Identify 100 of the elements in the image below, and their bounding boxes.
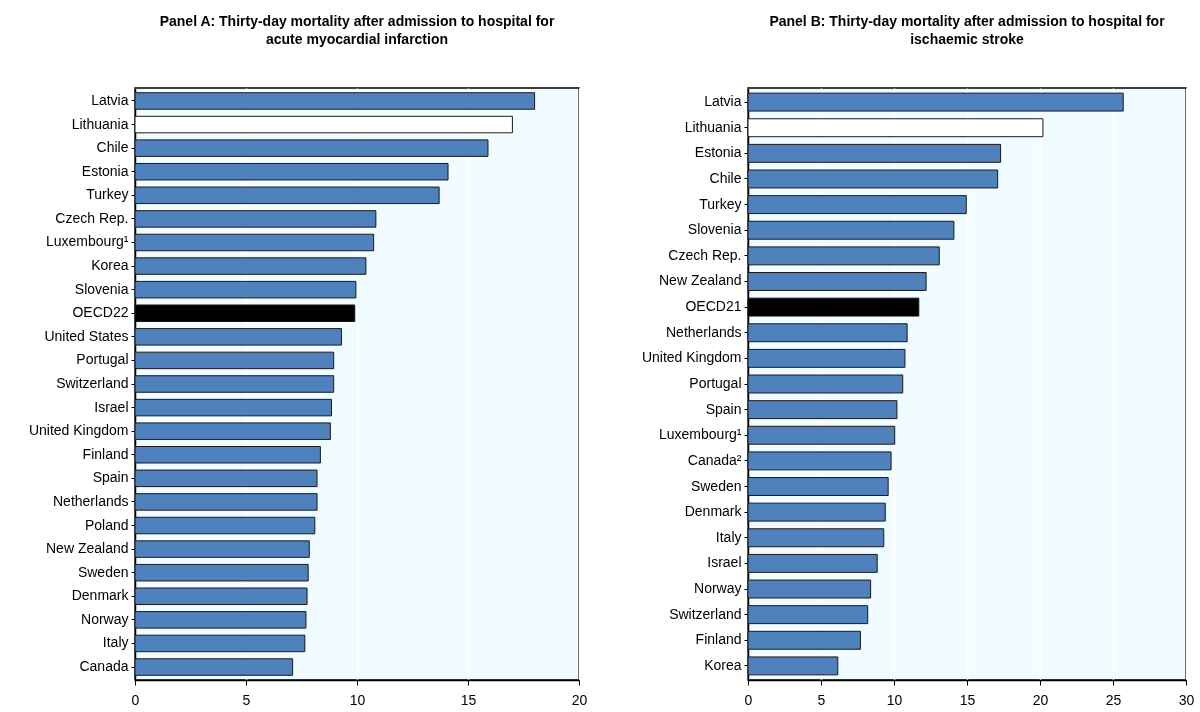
bar [134,398,332,417]
bar [747,656,839,676]
bar [747,348,906,368]
y-tick-label: United Kingdom [28,422,129,439]
y-tick-label: Poland [84,516,129,533]
bar [134,186,440,205]
bar [134,563,309,582]
bar [747,400,898,420]
y-tick-label: Chile [96,139,129,156]
bar [747,169,999,189]
chart-title: Panel A: Thirty-day mortality after admission to hospital for acute myocardial infarction [158,12,556,48]
y-tick-label: Slovenia [74,280,129,297]
y-tick-label: Luxembourg¹ [46,233,129,250]
bar [134,92,536,110]
bar [747,425,896,445]
y-tick-label: Korea [704,656,742,673]
y-tick-label: Switzerland [669,605,742,622]
bar [747,246,940,266]
y-tick-label: Sweden [690,477,742,494]
bar [134,611,307,629]
x-tick-label: 25 [1105,691,1122,708]
y-tick-label: Korea [91,257,129,274]
x-tick-label: 20 [1032,691,1049,708]
y-tick-label: Finland [695,631,742,648]
y-tick-label: Netherlands [53,492,129,509]
y-tick-label: Italy [102,634,129,651]
y-tick-label: Turkey [86,186,129,203]
y-tick-label: Norway [81,610,129,627]
y-tick-label: Estonia [694,144,742,161]
y-tick-label: Italy [715,528,742,545]
y-tick-label: Israel [94,398,129,415]
y-tick-label: Lithuania [71,115,129,132]
x-tick-label: 30 [1178,691,1195,708]
y-tick-label: Portugal [76,351,129,368]
bar [747,272,927,291]
x-tick-label: 20 [571,691,588,708]
bar [134,139,489,157]
x-tick-label: 5 [242,691,251,708]
bar [747,630,861,650]
y-tick-label: New Zealand [46,540,129,557]
bar [134,446,321,464]
x-tick-label: 5 [817,691,826,708]
y-tick-label: Portugal [689,375,742,391]
bar [747,195,967,215]
y-tick-label: Slovenia [687,221,742,238]
x-tick-label: 0 [744,691,753,708]
bar [747,220,955,240]
bar [747,579,872,599]
x-tick-label: 10 [886,691,903,708]
y-tick-label: OECD22 [72,304,129,321]
y-tick-label: Sweden [77,563,129,580]
x-tick-label: 0 [131,691,140,708]
bar [134,351,335,370]
y-tick-label: Lithuania [684,118,742,135]
bar [134,516,316,535]
bar [747,451,892,471]
bar [134,162,449,181]
bar [747,528,885,548]
bar [747,323,908,343]
y-tick-label: Latvia [91,91,129,108]
y-tick-label: Czech Rep. [668,246,742,263]
x-tick-label: 15 [460,691,477,708]
bar [134,422,331,440]
bar [747,374,904,394]
y-tick-label: Denmark [71,587,130,604]
bar [134,280,357,299]
bar [134,469,318,488]
y-tick-label: Luxembourg¹ [659,426,742,443]
y-tick-label: Canada [79,658,129,675]
bar [747,92,1124,112]
y-tick-label: Denmark [684,503,743,520]
y-tick-label: Finland [82,445,129,462]
y-tick-label: Chile [709,169,742,186]
bar [134,257,367,275]
bar [134,375,335,393]
bar [747,605,869,625]
y-tick-label: Norway [694,580,742,597]
y-tick-label: Turkey [699,195,742,212]
y-tick-label: Estonia [81,162,129,179]
x-tick-label: 10 [349,691,366,708]
bar [747,477,889,496]
y-tick-label: United States [44,327,129,344]
bar [134,493,318,511]
y-tick-label: Spain [705,400,742,417]
y-tick-label: New Zealand [659,272,742,289]
bar [747,143,1002,163]
bar [134,658,294,676]
x-tick-label: 15 [959,691,976,708]
bar [747,553,878,573]
bar [134,634,306,653]
bar [134,328,342,346]
y-tick-label: OECD21 [685,298,742,315]
y-tick-label: Latvia [704,93,742,110]
bar [134,233,375,252]
y-tick-label: Spain [92,469,129,486]
bar [134,587,308,606]
y-tick-label: Canada² [687,451,742,468]
bar [134,540,310,558]
y-tick-label: United Kingdom [641,349,742,366]
y-tick-label: Czech Rep. [55,209,129,226]
